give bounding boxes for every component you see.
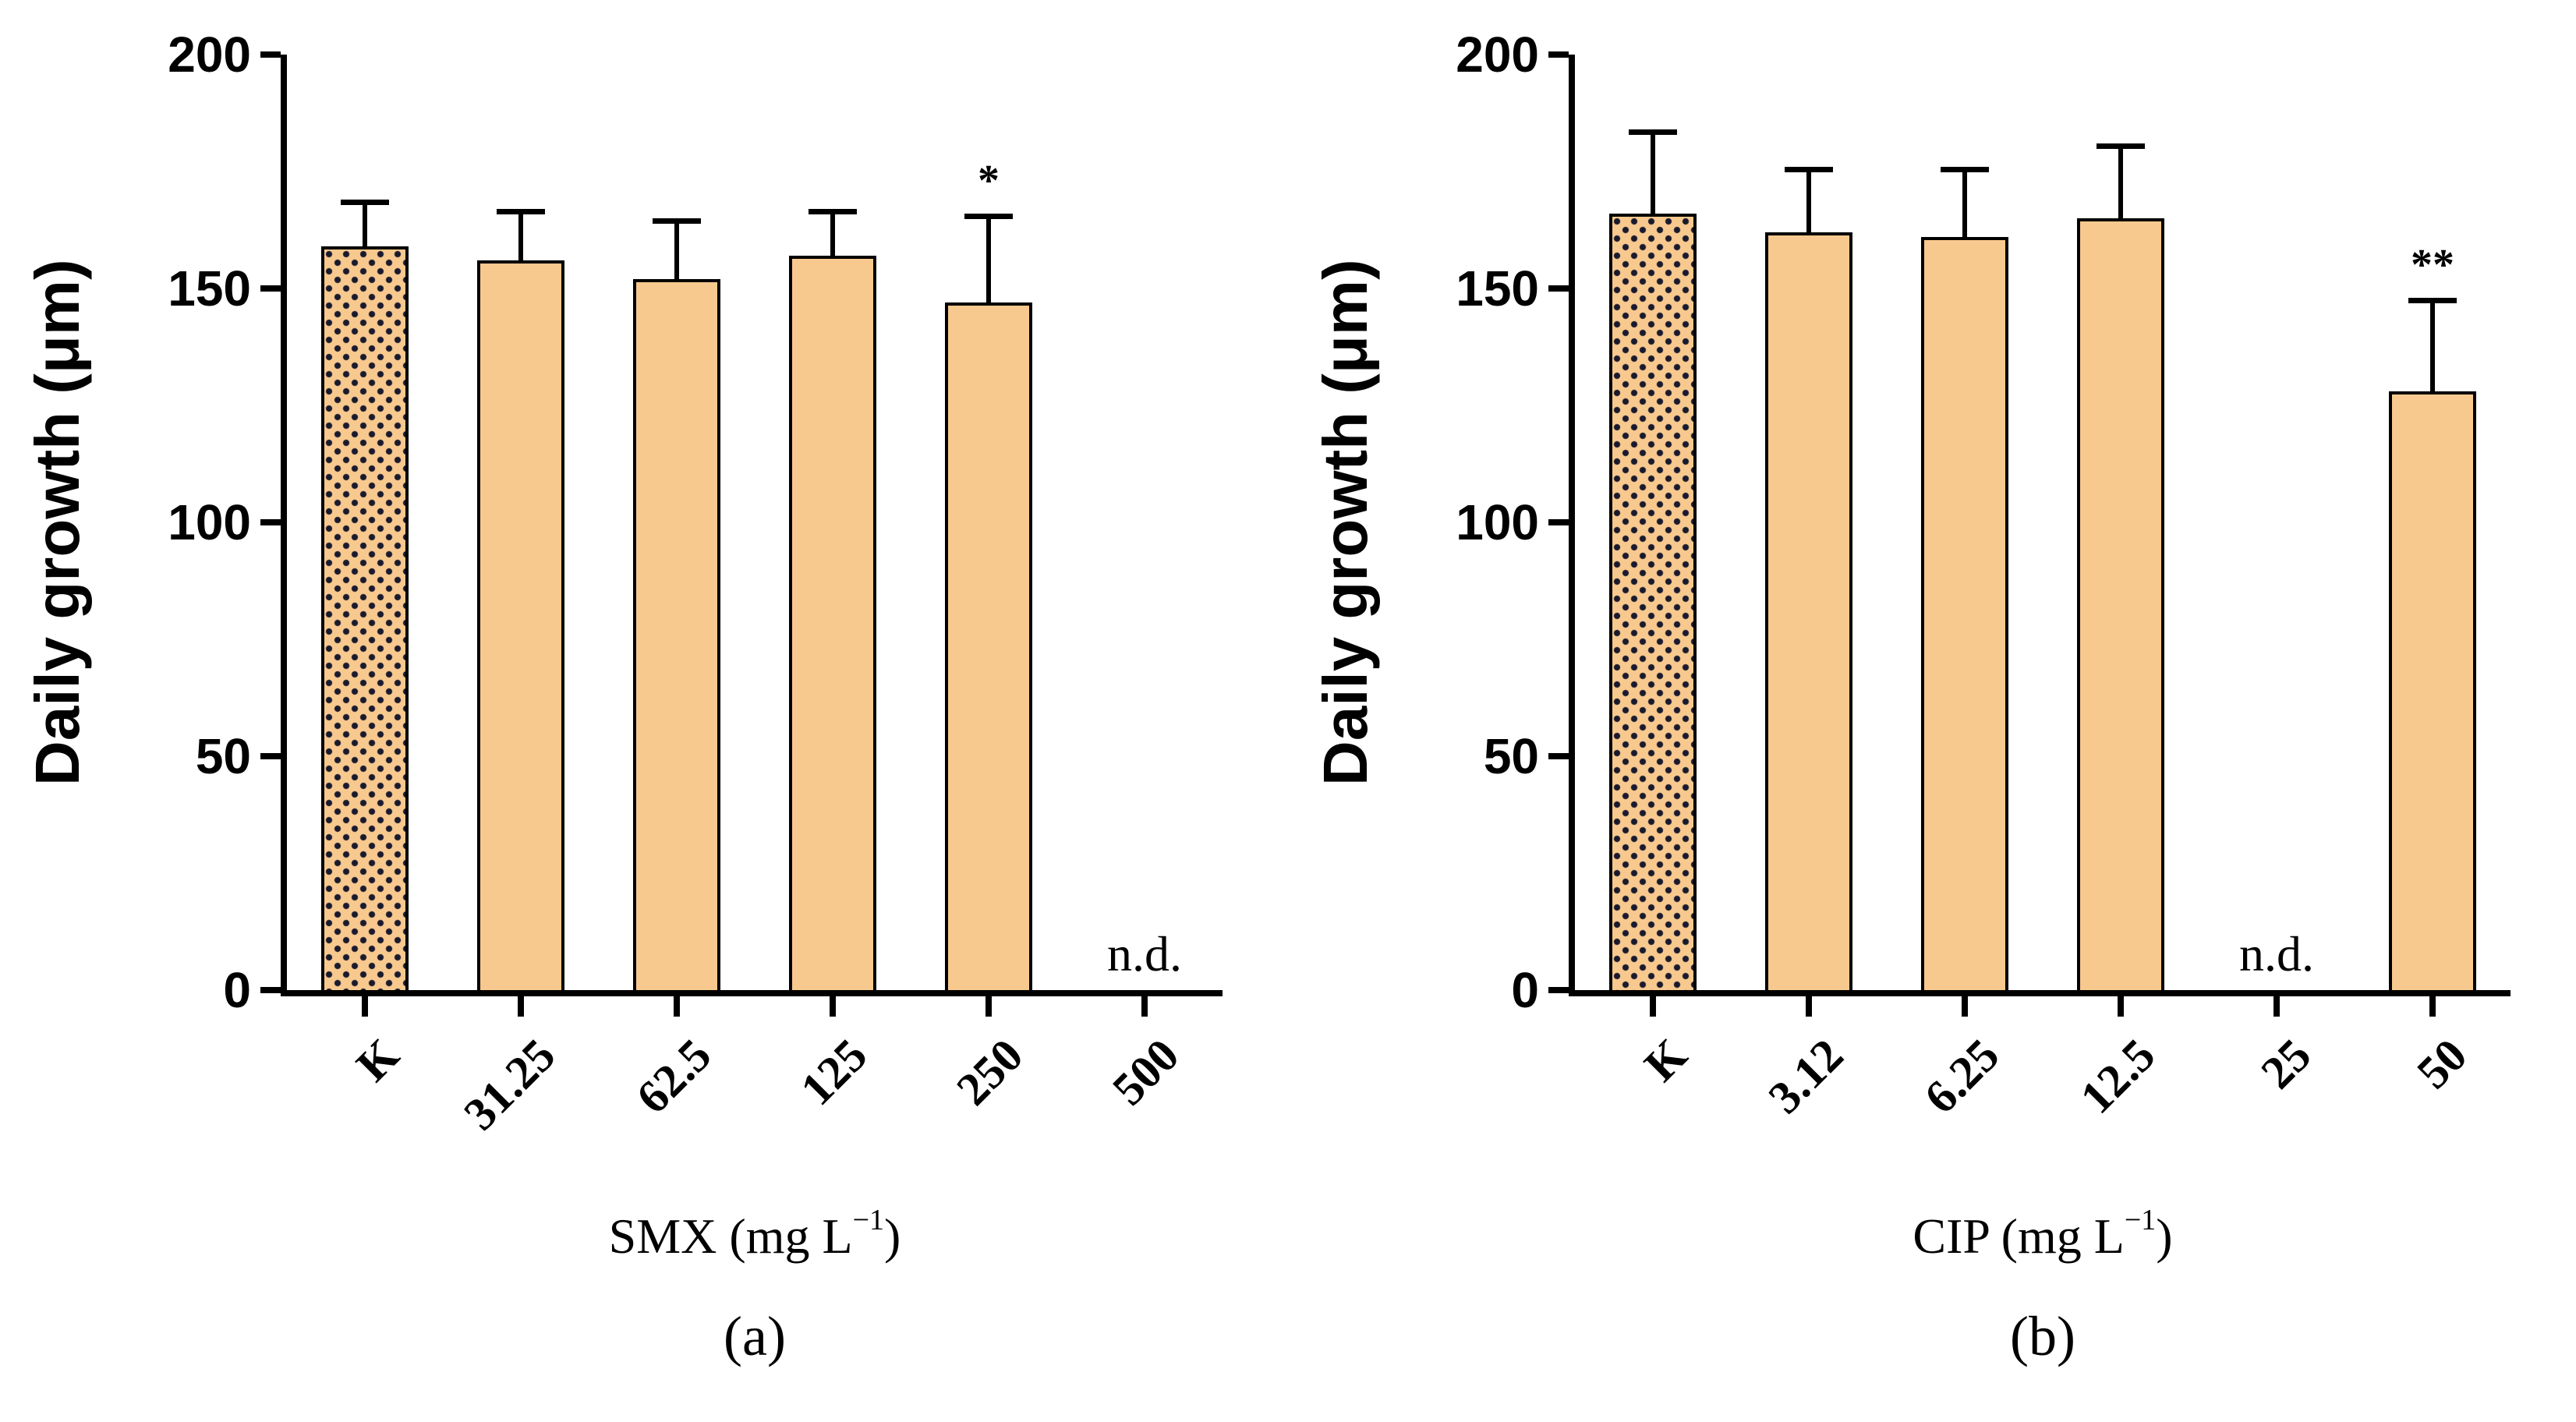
- error-bar-cap: [653, 218, 701, 224]
- plot-area: 0 50 100 150 200 K 31.25 62.5 125 250 * 500 n.d.: [168, 30, 1223, 1140]
- x-axis-line: [281, 990, 1223, 996]
- error-bar-cap: [1785, 167, 1833, 172]
- exponent: −1: [2124, 1204, 2157, 1236]
- error-bar: [2118, 143, 2123, 218]
- x-tick-label: 6.25: [1914, 1028, 2009, 1123]
- x-tick-mark: [2118, 996, 2124, 1017]
- x-tick-mark: [2273, 996, 2280, 1017]
- no-data-label: n.d.: [1107, 926, 1182, 982]
- y-tick-mark: [1548, 51, 1569, 58]
- no-data-label: n.d.: [2239, 926, 2314, 982]
- panel-label: (a): [724, 1305, 786, 1367]
- y-tick-label: 0: [223, 962, 251, 1018]
- y-tick-label: 150: [168, 260, 251, 317]
- x-tick-mark: [1650, 996, 1656, 1017]
- x-tick-label: K: [346, 1028, 409, 1091]
- x-tick-label: 12.5: [2070, 1028, 2165, 1123]
- x-tick-mark: [2429, 996, 2436, 1017]
- bar: [1921, 237, 2008, 990]
- x-tick-mark: [674, 996, 680, 1017]
- y-axis-label: Daily growth (μm): [23, 259, 92, 786]
- error-bar: [1651, 129, 1655, 214]
- x-axis-title: SMX (mg L−1): [608, 1204, 901, 1264]
- y-tick-label: 50: [1483, 728, 1539, 784]
- error-bar-cap: [1941, 167, 1989, 172]
- error-bar-cap: [341, 200, 389, 205]
- y-tick-label: 50: [195, 728, 251, 784]
- error-bar: [2430, 298, 2435, 391]
- chart-panel: Daily growth (μm) 0 50 100 150 200 K 3.12 6.25 1…: [1288, 0, 2576, 1422]
- x-tick-mark: [1806, 996, 1812, 1017]
- y-tick-mark: [260, 753, 281, 759]
- x-tick-mark: [1962, 996, 1968, 1017]
- bar: [945, 302, 1032, 990]
- y-tick-mark: [260, 51, 281, 58]
- chart-panel: Daily growth (μm) 0 50 100 150 200 K 31.25 62.5…: [23, 30, 1223, 1367]
- y-tick-label: 200: [168, 27, 251, 83]
- y-tick-label: 100: [168, 494, 251, 550]
- y-tick-mark: [1548, 519, 1569, 525]
- y-tick-mark: [1548, 285, 1569, 292]
- bar: [633, 279, 720, 990]
- error-bar: [830, 209, 835, 256]
- exponent: −1: [852, 1204, 885, 1236]
- error-bar-cap: [809, 209, 857, 214]
- y-tick-mark: [260, 285, 281, 292]
- x-axis-line: [1569, 990, 2511, 996]
- x-tick-mark: [1141, 996, 1148, 1017]
- x-tick-label: 50: [2407, 1028, 2477, 1098]
- significance-marker: *: [978, 157, 1000, 205]
- error-bar: [1962, 167, 1967, 237]
- y-axis-line: [281, 55, 287, 996]
- x-tick-mark: [362, 996, 368, 1017]
- panel-label: (b): [2010, 1305, 2075, 1367]
- error-bar-cap: [2408, 298, 2457, 303]
- y-tick-label: 0: [1511, 962, 1539, 1018]
- error-bar-cap: [964, 214, 1013, 219]
- error-bar: [1806, 167, 1811, 232]
- x-axis-title: CIP (mg L−1): [1913, 1204, 2173, 1264]
- plot-area: 0 50 100 150 200 K 3.12 6.25 12.5 25 n.d. 50 **: [1456, 30, 2511, 1123]
- x-tick-label: 31.25: [454, 1028, 565, 1141]
- x-tick-mark: [985, 996, 992, 1017]
- x-tick-label: 62.5: [626, 1028, 721, 1123]
- y-tick-mark: [260, 987, 281, 993]
- x-tick-label: 25: [2251, 1028, 2321, 1098]
- y-tick-label: 150: [1456, 260, 1539, 317]
- x-tick-mark: [830, 996, 836, 1017]
- error-bar: [518, 209, 523, 260]
- y-axis-line: [1569, 55, 1575, 996]
- error-bar-cap: [1629, 129, 1677, 135]
- y-tick-label: 100: [1456, 494, 1539, 550]
- bar: [2389, 391, 2476, 990]
- x-tick-label: K: [1634, 1028, 1697, 1091]
- bar: [321, 246, 409, 990]
- x-tick-label: 250: [947, 1028, 1033, 1116]
- error-bar: [674, 218, 679, 279]
- significance-marker: **: [2411, 241, 2454, 289]
- y-tick-mark: [1548, 753, 1569, 759]
- y-axis-label: Daily growth (μm): [1311, 259, 1380, 786]
- bar: [1765, 232, 1852, 990]
- x-tick-label: 500: [1102, 1028, 1189, 1116]
- y-tick-mark: [1548, 987, 1569, 993]
- error-bar: [986, 214, 991, 302]
- error-bar-cap: [2097, 143, 2145, 149]
- x-tick-label: 3.12: [1758, 1028, 1853, 1123]
- x-tick-label: 125: [791, 1028, 877, 1116]
- bar: [2077, 218, 2164, 990]
- bar: [789, 256, 876, 990]
- y-tick-mark: [260, 519, 281, 525]
- bar: [1609, 214, 1697, 990]
- bar: [477, 260, 564, 990]
- x-tick-mark: [518, 996, 524, 1017]
- error-bar-cap: [497, 209, 545, 214]
- error-bar: [363, 200, 367, 246]
- y-tick-label: 200: [1456, 27, 1539, 83]
